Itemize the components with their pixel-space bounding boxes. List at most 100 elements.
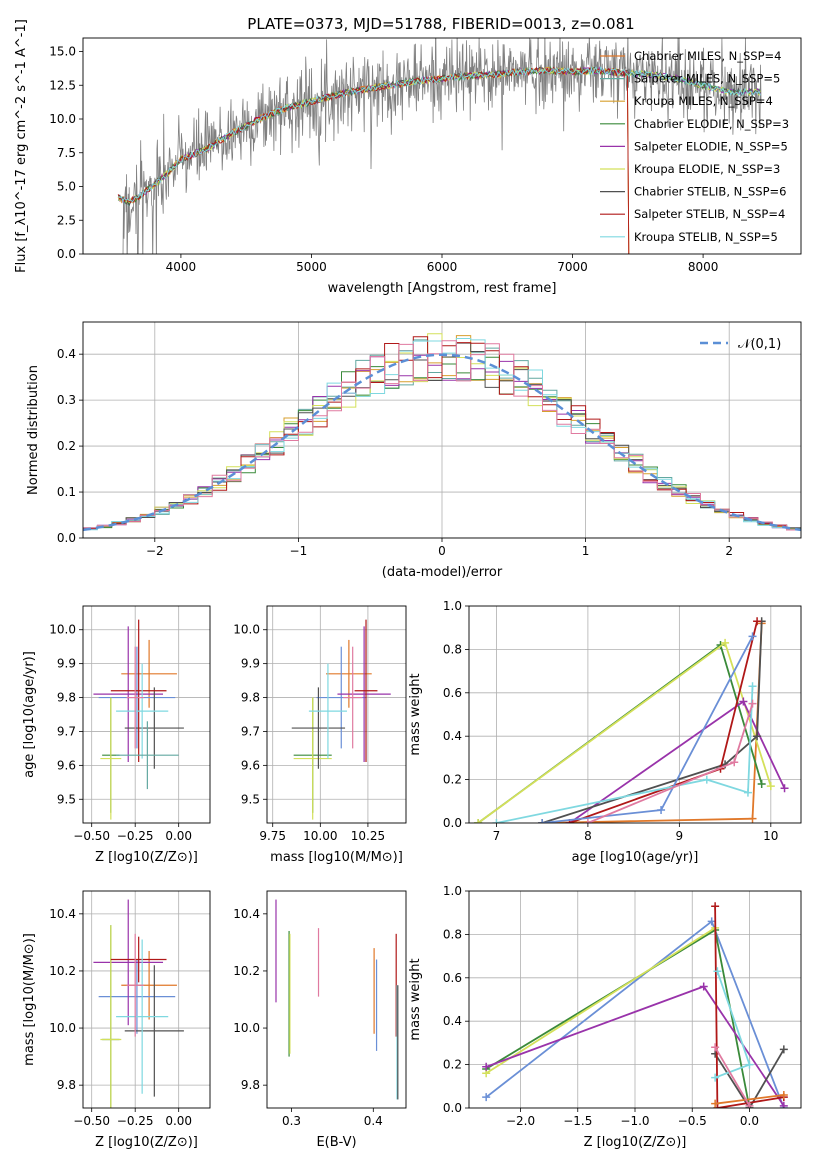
plus-marker bbox=[474, 819, 483, 823]
legend-label: Kroupa STELIB, N_SSP=5 bbox=[634, 230, 778, 244]
x-tick-label: 5000 bbox=[296, 260, 327, 274]
panel-1: −2 −1 0 1 2 0.0 0.1 0.2 0.3 0.4 (data-model)/error… bbox=[26, 321, 802, 580]
x-axis-label: (data-model)/error bbox=[382, 565, 503, 580]
weight-line bbox=[714, 1048, 785, 1108]
legend-label: Salpeter MILES, N_SSP=5 bbox=[634, 72, 780, 86]
y-tick-label: 0.2 bbox=[443, 1058, 462, 1072]
plus-marker bbox=[780, 784, 789, 793]
panel-0: 4000 5000 6000 7000 8000 0.0 2.5 5.0 7.5 10.0 12.5… bbox=[14, 19, 802, 296]
y-tick-label: 9.9 bbox=[57, 657, 76, 671]
y-tick-label: 0.0 bbox=[443, 1101, 462, 1115]
x-tick-label: 7 bbox=[493, 829, 501, 843]
y-tick-label: 1.0 bbox=[443, 884, 462, 898]
weight-line bbox=[541, 621, 763, 823]
plus-marker bbox=[739, 697, 748, 706]
plot-area bbox=[83, 891, 210, 1108]
panel-5: −0.50 −0.25 0.00 9.8 10.0 10.2 10.4 Z [log10(Z/… bbox=[22, 890, 211, 1150]
weight-line bbox=[485, 927, 716, 1075]
plus-marker bbox=[482, 1062, 491, 1071]
x-tick-label: 0 bbox=[438, 544, 446, 558]
y-tick-label: 0.8 bbox=[443, 642, 462, 656]
axes-frame bbox=[266, 890, 407, 1109]
x-axis-label: Z [log10(Z/Z⊙)] bbox=[584, 1135, 687, 1150]
weight-line bbox=[496, 686, 754, 823]
legend-label: 𝒩(0,1) bbox=[738, 337, 781, 352]
axes-frame bbox=[82, 890, 211, 1109]
axes-frame bbox=[468, 890, 802, 1109]
y-tick-label: 10.0 bbox=[233, 1021, 260, 1035]
plus-marker bbox=[492, 819, 501, 823]
x-tick-label: −0.5 bbox=[678, 1114, 707, 1128]
plus-marker bbox=[707, 917, 716, 926]
y-axis-label: mass weight bbox=[408, 673, 423, 755]
plot-area bbox=[83, 606, 210, 823]
weight-line bbox=[569, 620, 758, 823]
y-tick-label: 2.5 bbox=[57, 213, 76, 227]
y-tick-label: 10.2 bbox=[233, 964, 260, 978]
y-tick-label: 10.0 bbox=[49, 623, 76, 637]
y-tick-label: 9.8 bbox=[241, 691, 260, 705]
x-tick-label: −2 bbox=[146, 544, 164, 558]
x-tick-label: 1 bbox=[582, 544, 590, 558]
plus-marker bbox=[779, 1101, 788, 1108]
plot-area bbox=[469, 891, 801, 1108]
y-tick-label: 0.4 bbox=[57, 347, 76, 361]
plot-area bbox=[275, 899, 399, 1100]
y-tick-label: 0.4 bbox=[443, 1014, 462, 1028]
y-axis-label: Normed distribution bbox=[26, 365, 41, 495]
x-tick-label: −0.50 bbox=[73, 829, 110, 843]
y-tick-label: 0.2 bbox=[57, 439, 76, 453]
plus-marker bbox=[748, 632, 757, 641]
y-tick-label: 12.5 bbox=[49, 78, 76, 92]
x-tick-label: −0.25 bbox=[117, 829, 154, 843]
axes-frame bbox=[82, 321, 802, 539]
x-tick-label: 0.4 bbox=[364, 1114, 383, 1128]
y-tick-label: 9.5 bbox=[241, 792, 260, 806]
x-axis-label: Z [log10(Z/Z⊙)] bbox=[95, 1135, 198, 1150]
normal-curve bbox=[83, 353, 801, 532]
x-tick-label: 10.00 bbox=[303, 829, 337, 843]
plus-marker bbox=[583, 819, 592, 823]
y-tick-label: 0.3 bbox=[57, 393, 76, 407]
axes-frame bbox=[82, 37, 802, 255]
model-line bbox=[117, 66, 761, 203]
plus-marker bbox=[702, 775, 711, 784]
panel-3: 9.75 10.00 10.25 9.5 9.6 9.7 9.8 9.9 10.0 mass [l… bbox=[233, 605, 407, 865]
plot-area bbox=[117, 38, 762, 254]
weight-line bbox=[587, 703, 754, 823]
x-tick-label: 0.00 bbox=[165, 829, 192, 843]
y-tick-label: 0.4 bbox=[443, 729, 462, 743]
y-tick-label: 7.5 bbox=[57, 146, 76, 160]
x-tick-label: −1.5 bbox=[563, 1114, 592, 1128]
x-tick-label: 2 bbox=[725, 544, 733, 558]
x-tick-label: −1 bbox=[290, 544, 308, 558]
y-axis-label: mass weight bbox=[408, 958, 423, 1040]
plus-marker bbox=[538, 819, 547, 823]
plus-marker bbox=[766, 782, 775, 791]
x-tick-label: −1.0 bbox=[620, 1114, 649, 1128]
y-tick-label: 9.8 bbox=[57, 691, 76, 705]
y-tick-label: 5.0 bbox=[57, 180, 76, 194]
legend-label: Kroupa MILES, N_SSP=4 bbox=[634, 94, 773, 108]
y-tick-label: 9.8 bbox=[57, 1078, 76, 1092]
legend-label: Salpeter ELODIE, N_SSP=5 bbox=[634, 139, 788, 153]
plus-marker bbox=[711, 902, 720, 911]
x-tick-label: 10.25 bbox=[351, 829, 385, 843]
plus-marker bbox=[745, 1060, 754, 1069]
weight-line bbox=[714, 1046, 751, 1107]
legend-label: Salpeter STELIB, N_SSP=4 bbox=[634, 207, 785, 221]
data-spectrum bbox=[122, 38, 762, 254]
x-tick-label: −2.0 bbox=[506, 1114, 535, 1128]
plus-marker bbox=[753, 617, 762, 626]
plus-marker bbox=[713, 967, 722, 976]
x-tick-label: 0.0 bbox=[740, 1114, 759, 1128]
x-tick-label: 8000 bbox=[688, 260, 719, 274]
y-tick-label: 10.0 bbox=[49, 1021, 76, 1035]
panel-2: −0.50 −0.25 0.00 9.5 9.6 9.7 9.8 9.9 10.0 Z [log1… bbox=[22, 605, 211, 865]
axes-frame bbox=[468, 605, 802, 824]
legend-label: Kroupa ELODIE, N_SSP=3 bbox=[634, 162, 780, 176]
y-tick-label: 0.2 bbox=[443, 773, 462, 787]
y-tick-label: 9.5 bbox=[57, 792, 76, 806]
plus-marker bbox=[657, 805, 666, 814]
